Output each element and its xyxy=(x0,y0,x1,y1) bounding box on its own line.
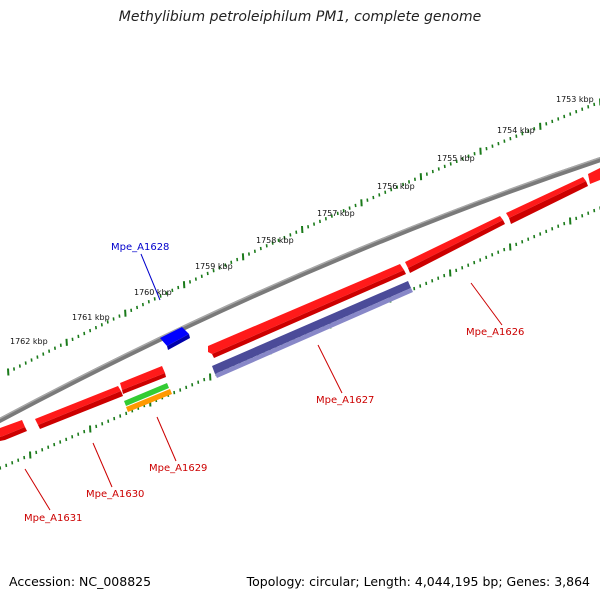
gene-arrow-shade xyxy=(509,181,588,224)
gene-arrow-far-right[interactable] xyxy=(588,168,600,184)
label-leaders xyxy=(24,253,503,511)
tick-label: 1761 kbp xyxy=(72,313,110,322)
accession-text: Accession: NC_008825 xyxy=(9,574,152,589)
gene-arrow-mpe-a1627[interactable] xyxy=(212,281,411,374)
feature-orange[interactable] xyxy=(126,389,172,412)
map-title: Methylibium petroleiphilum PM1, complete… xyxy=(118,9,482,25)
gene-label-mpe-a1631: Mpe_A1631 xyxy=(24,513,82,524)
gene-arrow-shade xyxy=(122,373,166,394)
gene-label-mpe-a1630: Mpe_A1630 xyxy=(86,489,144,500)
gene-arrow-mpe-a1626b[interactable] xyxy=(506,177,586,218)
backbone-highlight xyxy=(0,156,600,420)
tick-label: 1756 kbp xyxy=(377,182,415,191)
gene-label-mpe-a1626: Mpe_A1626 xyxy=(466,327,524,338)
gene-label-mpe-a1628: Mpe_A1628 xyxy=(111,242,169,253)
gene-arrow-mpe-a1630-top[interactable] xyxy=(120,366,165,390)
tick-label: 1753 kbp xyxy=(556,95,594,104)
genome-summary-text: Topology: circular; Length: 4,044,195 bp… xyxy=(246,574,590,589)
gene-arrow-shade xyxy=(215,288,413,378)
tick-label: 1760 kbp xyxy=(134,288,172,297)
tick-label: 1759 kbp xyxy=(195,262,233,271)
gene-arrow-shade xyxy=(0,427,27,441)
genome-backbone xyxy=(0,157,600,424)
outer-tick-ring xyxy=(7,98,600,376)
gene-arrow-mpe-a1628[interactable] xyxy=(160,327,189,346)
gene-arrow-shade xyxy=(212,270,406,358)
gene-arrow-shade xyxy=(38,391,123,429)
gene-labels: Mpe_A1628 Mpe_A1626 Mpe_A1627 Mpe_A1629 … xyxy=(24,242,524,524)
gene-label-mpe-a1629: Mpe_A1629 xyxy=(149,463,207,474)
tick-label: 1762 kbp xyxy=(10,337,48,346)
gene-arrow-mpe-a1631[interactable] xyxy=(0,420,25,437)
gene-arrow-mpe-a1627-forward[interactable] xyxy=(208,264,404,354)
feature-green[interactable] xyxy=(124,383,169,406)
tick-label: 1754 kbp xyxy=(497,126,535,135)
tick-label: 1758 kbp xyxy=(256,236,294,245)
gene-arrow-shade xyxy=(408,220,505,273)
tick-label: 1757 kbp xyxy=(317,209,355,218)
tick-label: 1755 kbp xyxy=(437,154,475,163)
gene-features[interactable] xyxy=(0,168,600,441)
gene-arrow-mpe-a1630[interactable] xyxy=(35,386,121,425)
gene-label-mpe-a1627: Mpe_A1627 xyxy=(316,395,374,406)
tick-labels: 1753 kbp 1754 kbp 1755 kbp 1756 kbp 1757… xyxy=(10,95,594,346)
gene-arrow-mpe-a1626[interactable] xyxy=(405,216,503,268)
gene-arrow-shade xyxy=(167,334,190,350)
